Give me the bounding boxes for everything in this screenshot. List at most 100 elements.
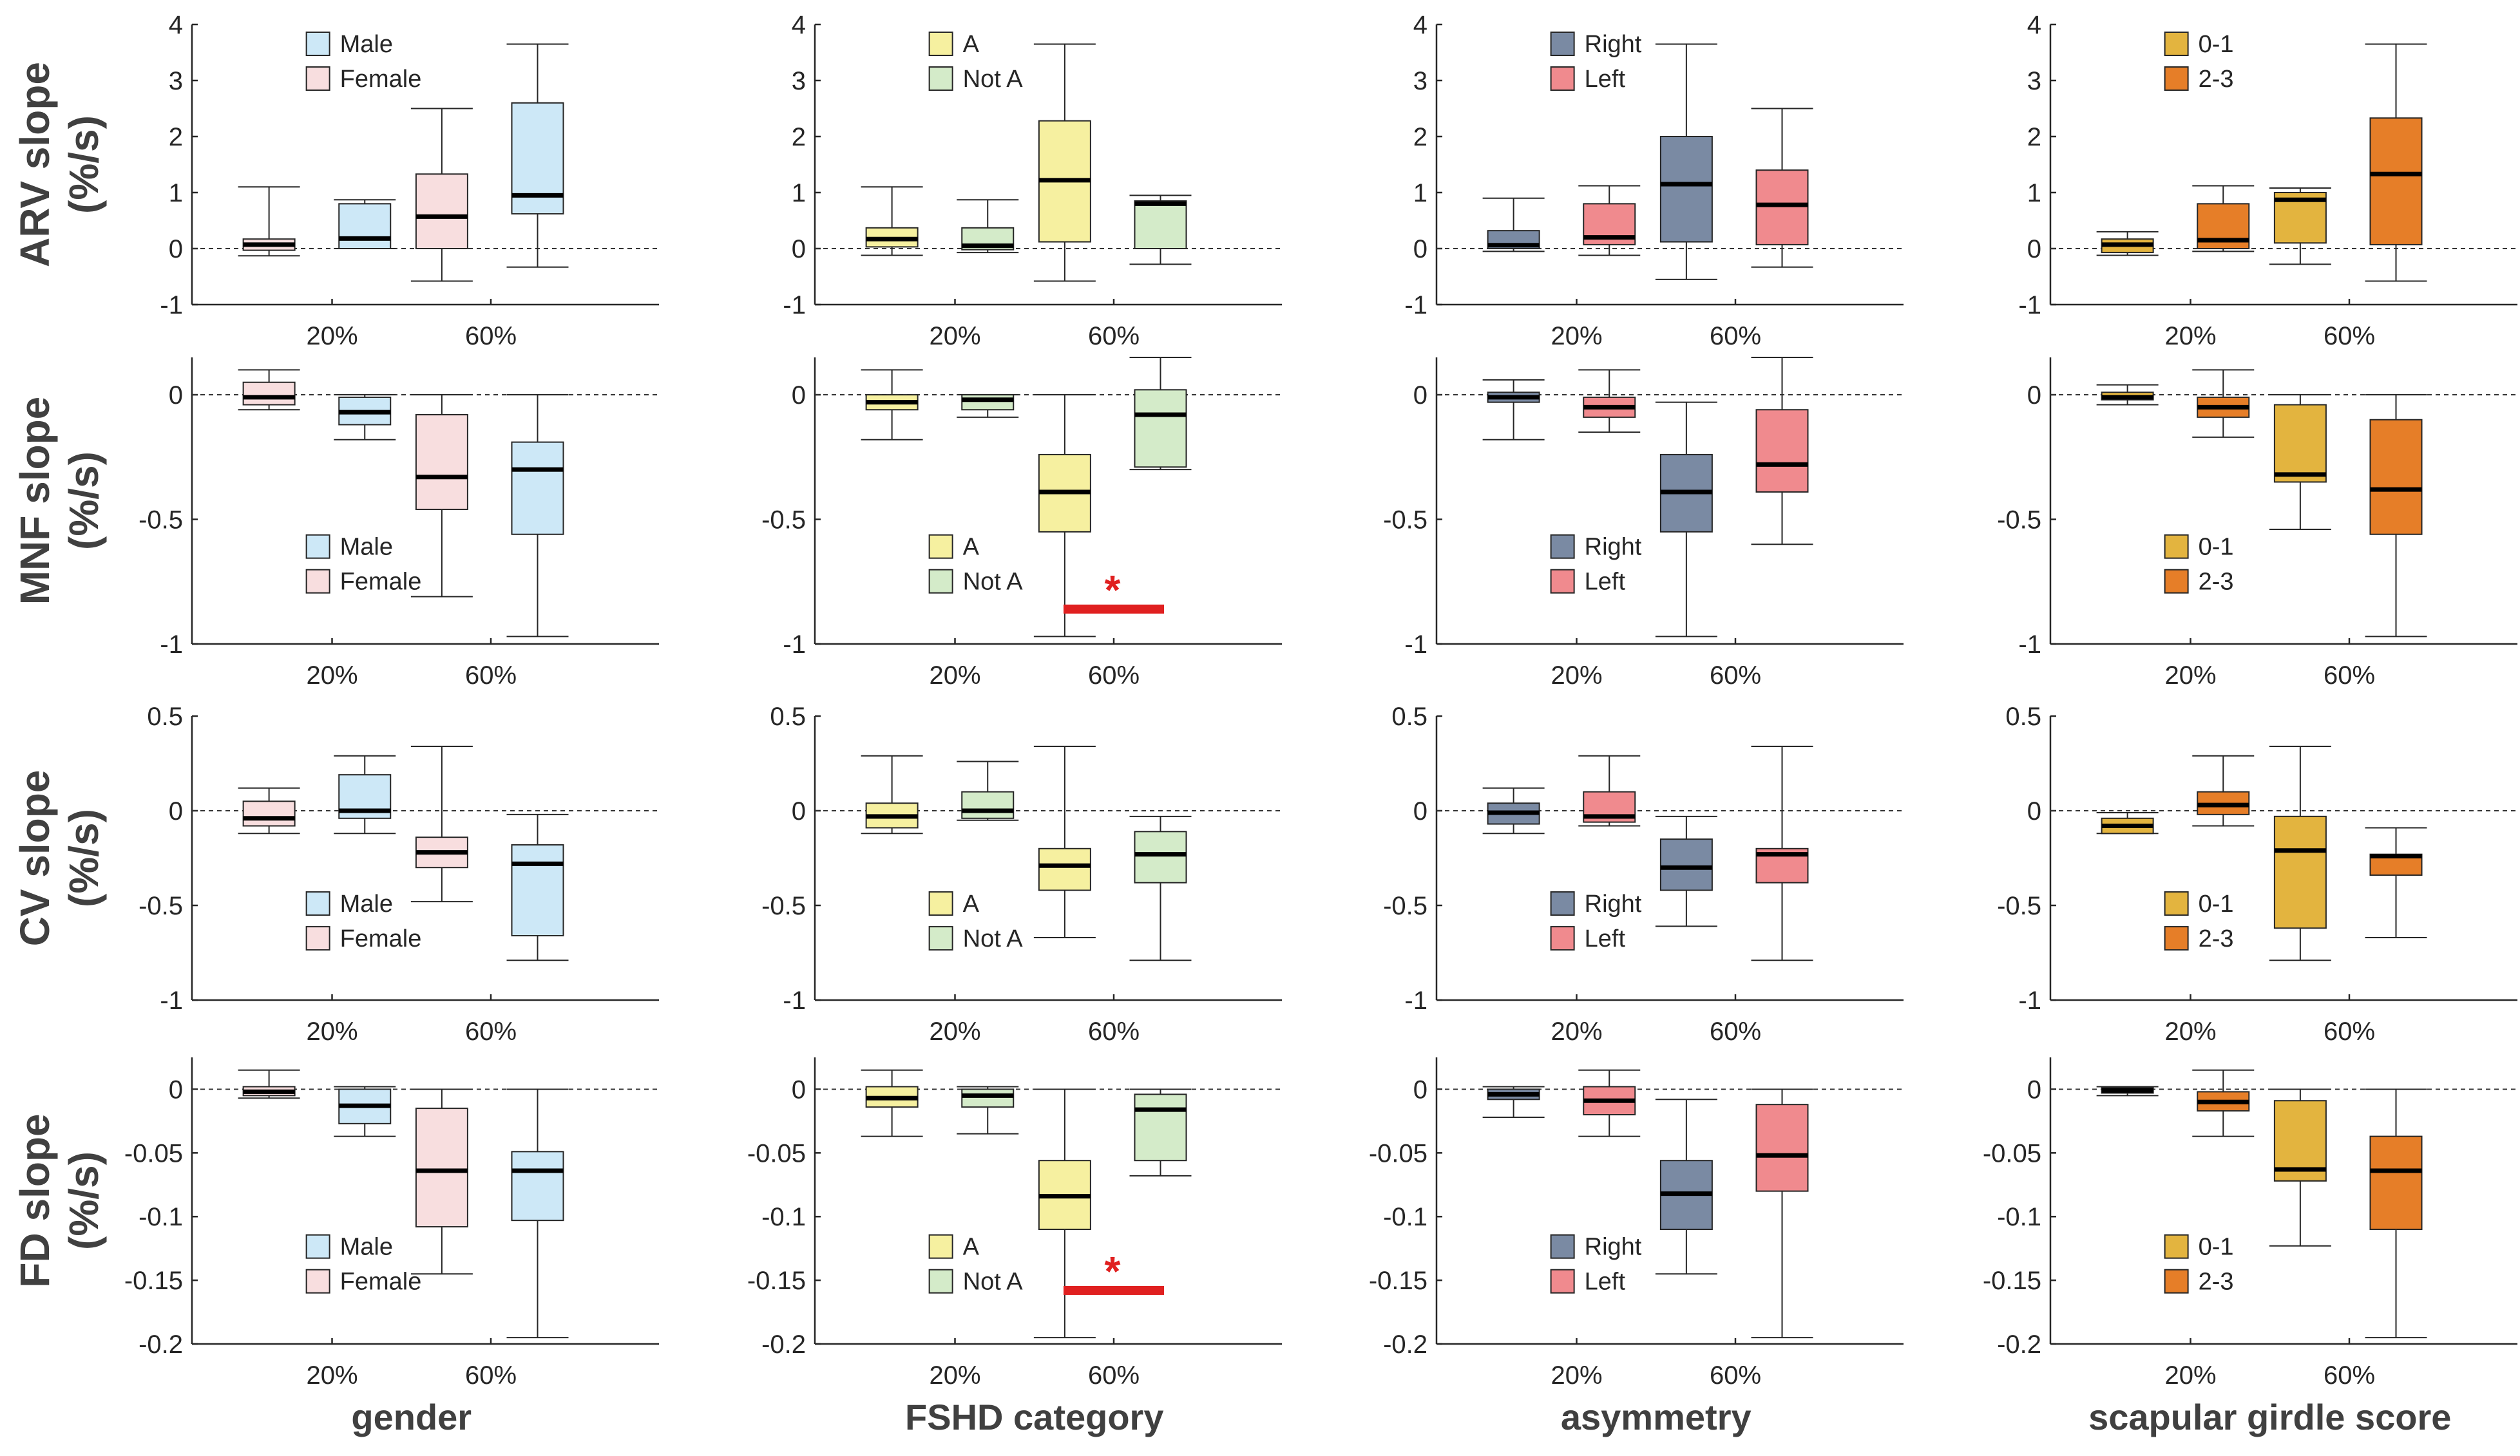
y-tick-label: 2 xyxy=(1413,123,1427,151)
box-0-1-60 xyxy=(2269,1088,2331,1247)
legend: A Not A xyxy=(928,534,1023,596)
legend-swatch-0-1 xyxy=(2164,32,2189,56)
panel-arv-gender: -1 0 1 2 3 4 20% 60% Male Female xyxy=(160,11,659,350)
legend-swatch-right xyxy=(1550,32,1575,56)
y-tick-label: -0.2 xyxy=(761,1330,806,1359)
x-tick-label: 20% xyxy=(2164,322,2216,350)
legend-swatch-female xyxy=(305,1269,330,1294)
panel-arv-fshd-category: -1 0 1 2 3 4 20% 60% A Not A xyxy=(783,11,1282,350)
column-label-gender: gender xyxy=(351,1397,472,1437)
y-tick-label: 0 xyxy=(2027,381,2041,410)
legend-swatch-0-1 xyxy=(2164,891,2189,916)
y-tick-label: -0.1 xyxy=(138,1203,183,1231)
legend-label-female: Female xyxy=(340,66,422,93)
legend-label-left: Left xyxy=(1585,925,1626,952)
x-tick-label: 20% xyxy=(306,322,358,350)
box-0-1-20 xyxy=(2096,811,2159,835)
y-tick-label: 0 xyxy=(2027,235,2041,263)
legend-label-a: A xyxy=(963,1234,980,1261)
panel-arv-asymmetry: -1 0 1 2 3 4 20% 60% Right Left xyxy=(1404,11,1904,350)
legend: A Not A xyxy=(928,891,1024,952)
x-tick-label: 20% xyxy=(1551,1017,1602,1046)
box-a-60 xyxy=(1033,43,1096,282)
y-tick-label: -1 xyxy=(783,291,806,319)
y-tick-label: -0.1 xyxy=(1383,1203,1427,1231)
y-tick-label: 1 xyxy=(1413,179,1427,207)
y-tick-label: 0 xyxy=(792,797,806,826)
significance-marker: * xyxy=(1064,567,1164,614)
x-tick-label: 20% xyxy=(306,1017,358,1046)
x-tick-label: 20% xyxy=(2164,1361,2216,1390)
legend: Right Left xyxy=(1550,1234,1642,1296)
y-tick-label: -0.05 xyxy=(747,1139,806,1168)
legend-swatch-male xyxy=(305,891,330,916)
legend-swatch-a xyxy=(928,891,953,916)
legend-swatch-0-1 xyxy=(2164,534,2189,559)
box-right-60 xyxy=(1655,401,1717,638)
box-2-3-60 xyxy=(2365,827,2427,938)
y-tick-label: 0 xyxy=(169,797,183,826)
y-tick-label: -0.2 xyxy=(1383,1330,1427,1359)
y-tick-label: -1 xyxy=(1404,291,1427,319)
row-label-line1: CV slope xyxy=(12,770,58,947)
y-tick-label: 0 xyxy=(1413,235,1427,263)
legend-label-right: Right xyxy=(1585,31,1642,58)
y-tick-label: 0 xyxy=(792,381,806,410)
legend: Right Left xyxy=(1550,534,1642,596)
box-iqr xyxy=(415,414,468,511)
x-tick-label: 20% xyxy=(929,1017,980,1046)
box-right-60 xyxy=(1655,815,1717,927)
legend-swatch-2-3 xyxy=(2164,1269,2189,1294)
significance-star: * xyxy=(1105,567,1121,613)
box-a-20 xyxy=(861,1069,923,1137)
box-a-60 xyxy=(1033,1088,1096,1339)
x-tick-label: 60% xyxy=(1710,1017,1761,1046)
y-tick-label: 0 xyxy=(2027,797,2041,826)
y-tick-label: -0.2 xyxy=(1997,1330,2041,1359)
box-not-a-20 xyxy=(957,1086,1019,1135)
legend: Male Female xyxy=(305,1234,421,1296)
box-0-1-60 xyxy=(2269,394,2331,530)
legend-label-a: A xyxy=(963,534,980,561)
box-2-3-20 xyxy=(2192,755,2255,827)
box-female-20 xyxy=(238,1069,300,1099)
box-iqr xyxy=(2273,815,2327,929)
y-tick-label: 0.5 xyxy=(770,703,806,731)
x-tick-label: 20% xyxy=(1551,322,1602,350)
y-tick-label: -0.1 xyxy=(761,1203,806,1231)
x-tick-label: 60% xyxy=(465,661,517,690)
panel-mnf-fshd-category: -1 -0.5 0 20% 60% * A Not A xyxy=(761,357,1282,690)
legend-label-not-a: Not A xyxy=(963,925,1024,952)
box-iqr xyxy=(1659,136,1713,243)
legend-label-left: Left xyxy=(1585,1269,1626,1296)
y-tick-label: 0.5 xyxy=(147,703,183,731)
legend-label-0-1: 0-1 xyxy=(2199,891,2234,918)
y-tick-label: -1 xyxy=(160,630,183,659)
box-male-60 xyxy=(506,813,569,961)
legend-swatch-left xyxy=(1550,66,1575,91)
x-tick-label: 20% xyxy=(2164,1017,2216,1046)
y-tick-label: -1 xyxy=(2018,630,2041,659)
legend-swatch-a xyxy=(928,32,953,56)
box-left-60 xyxy=(1751,746,1813,961)
box-iqr xyxy=(1755,1104,1809,1192)
row-label-0: ARV slope (%/s) xyxy=(12,62,107,267)
row-label-line2: (%/s) xyxy=(61,115,107,214)
box-0-1-60 xyxy=(2269,746,2331,961)
legend-swatch-male xyxy=(305,534,330,559)
panel-cv-asymmetry: -1 -0.5 0 0.5 20% 60% Right Left xyxy=(1383,703,1904,1046)
legend-swatch-a xyxy=(928,1234,953,1259)
x-tick-label: 60% xyxy=(1088,1017,1140,1046)
legend-swatch-2-3 xyxy=(2164,926,2189,951)
box-iqr xyxy=(1659,838,1713,891)
box-iqr xyxy=(2273,404,2327,483)
legend: A Not A xyxy=(928,1234,1023,1296)
legend: 0-12-3 xyxy=(2164,534,2234,596)
y-tick-label: -0.5 xyxy=(1997,506,2041,534)
legend-swatch-not-a xyxy=(928,66,953,91)
y-tick-label: 0 xyxy=(1413,1075,1427,1104)
y-tick-label: 0 xyxy=(1413,381,1427,410)
